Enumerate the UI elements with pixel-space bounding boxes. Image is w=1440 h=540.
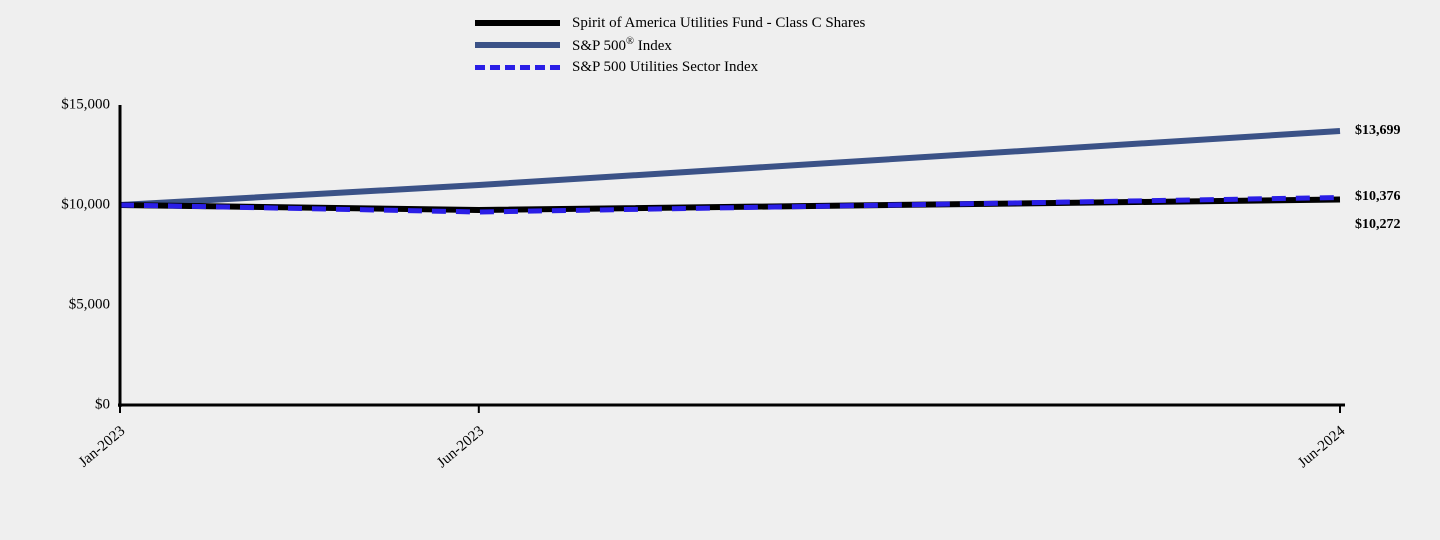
series-end-label-fund: $10,272 xyxy=(1355,217,1401,233)
y-axis-tick-label: $15,000 xyxy=(61,97,110,114)
chart-plot-area xyxy=(0,0,1440,540)
y-axis-tick-label: $10,000 xyxy=(61,197,110,214)
growth-of-10k-chart: Spirit of America Utilities Fund - Class… xyxy=(0,0,1440,540)
series-end-label-sp500: $13,699 xyxy=(1355,123,1401,139)
series-line-sp500 xyxy=(120,131,1340,205)
y-axis-tick-label: $0 xyxy=(95,397,110,414)
series-end-label-utilities_index: $10,376 xyxy=(1355,189,1401,205)
y-axis-tick-label: $5,000 xyxy=(69,297,110,314)
